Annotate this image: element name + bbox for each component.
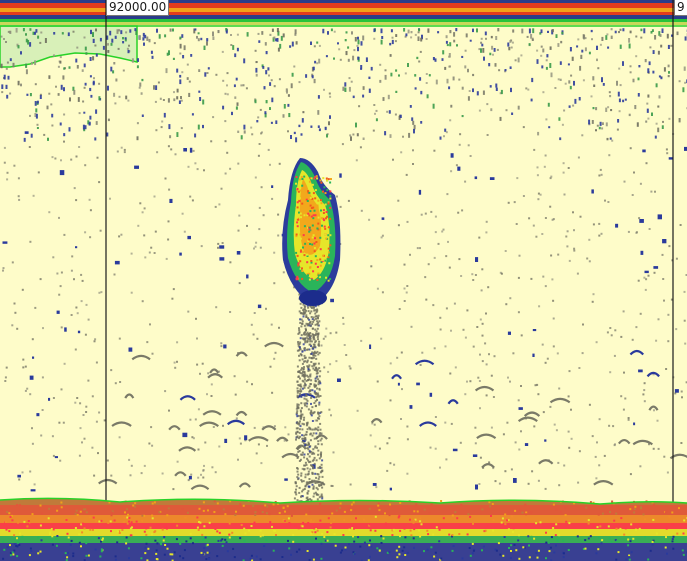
fish-school xyxy=(282,158,341,507)
seabed xyxy=(0,497,687,561)
noise-scatter xyxy=(0,28,687,492)
interval-label-next: 9 xyxy=(674,0,687,16)
interval-label-92000: 92000.00 xyxy=(106,0,170,16)
surface-band xyxy=(0,0,687,25)
interval-lines xyxy=(105,0,674,561)
surface-region xyxy=(0,25,687,68)
